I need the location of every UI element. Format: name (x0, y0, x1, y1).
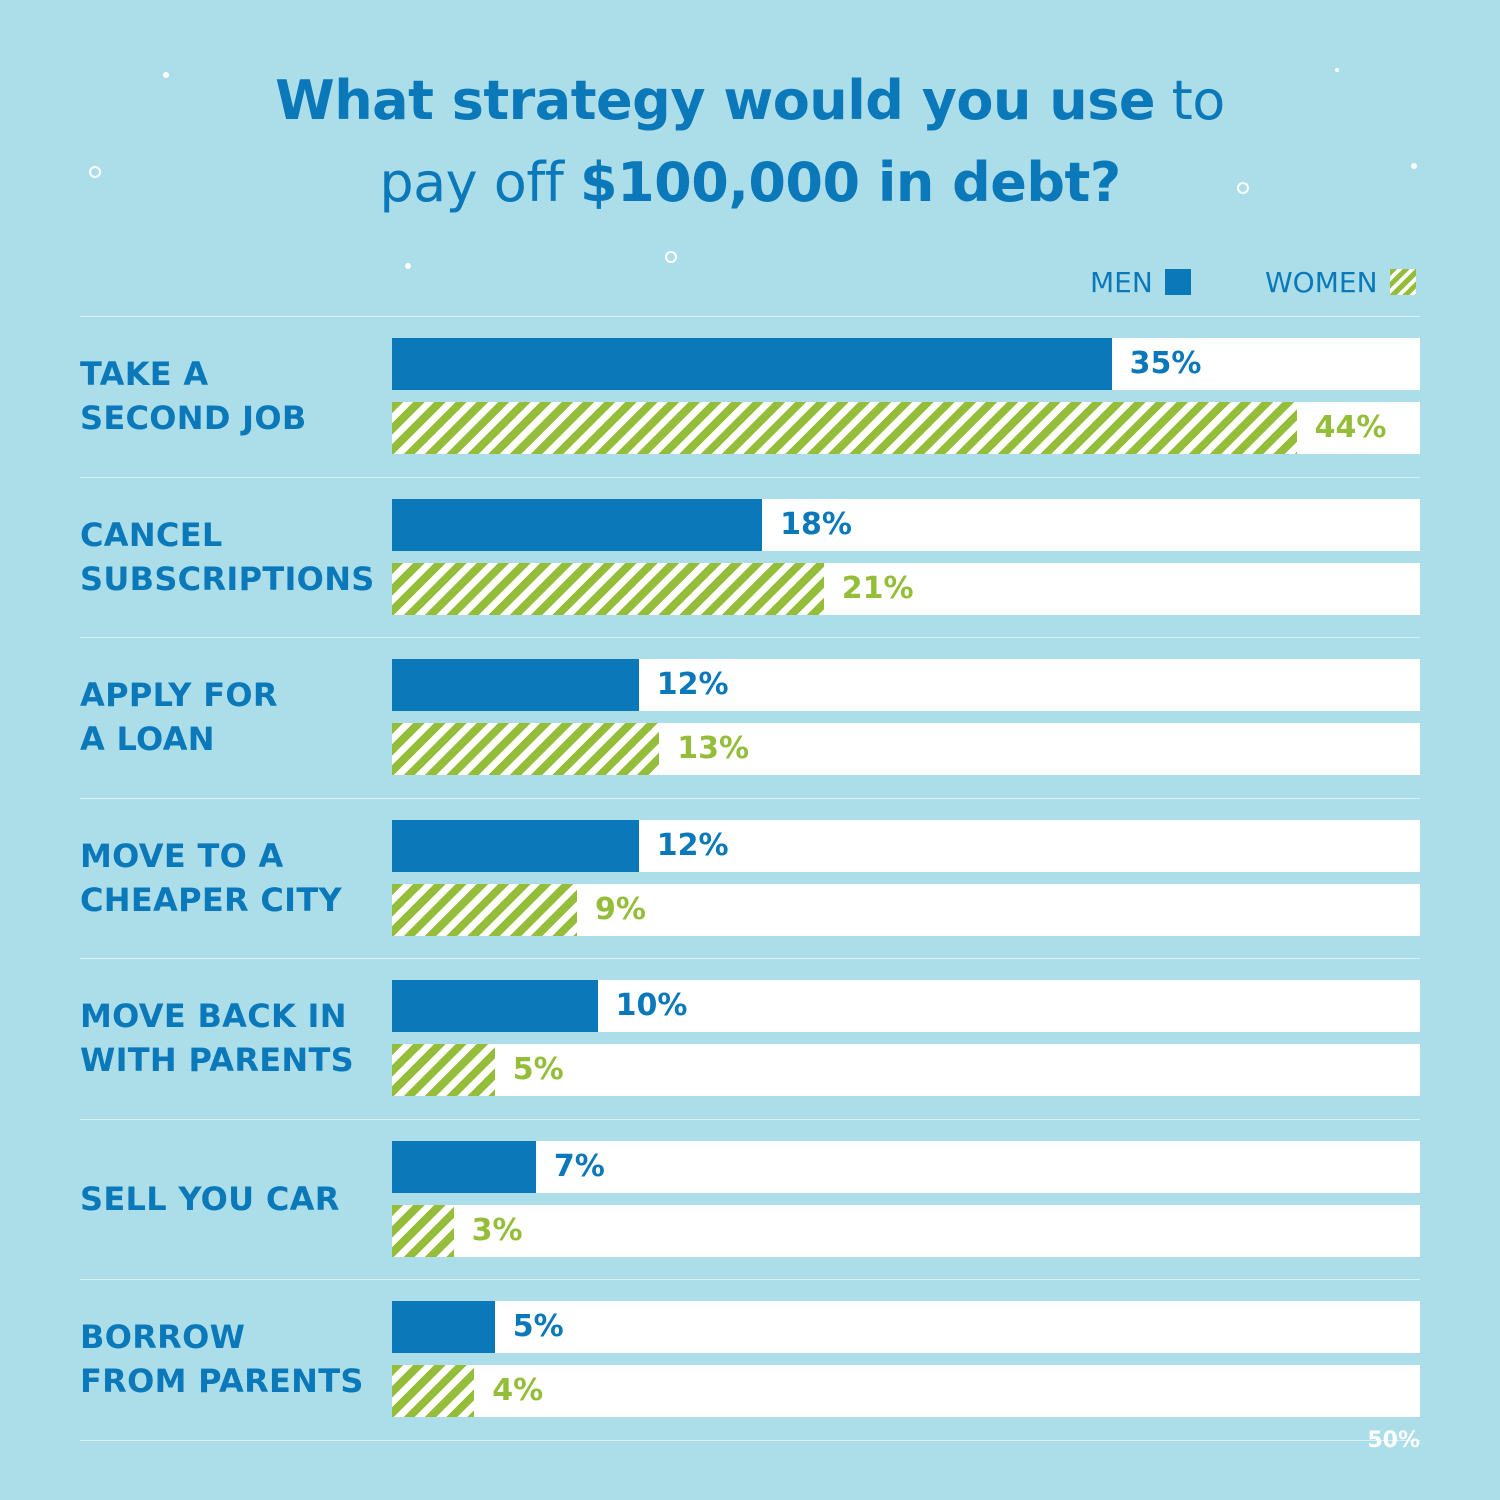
bar-track-men: 7% (392, 1141, 1420, 1193)
bar-men (392, 338, 1112, 390)
bar-track-women: 9% (392, 884, 1420, 936)
bar-women (392, 723, 660, 775)
value-label-women: 4% (492, 1373, 544, 1408)
title-part1-bold: What strategy would you use (275, 69, 1155, 132)
title-part1-thin: to (1154, 69, 1226, 132)
legend-women: WOMEN (1265, 262, 1416, 302)
bar-men (392, 980, 598, 1032)
value-label-women: 3% (471, 1213, 523, 1248)
bar-track-women: 21% (392, 563, 1420, 615)
decorative-ring (89, 166, 101, 178)
bar-women (392, 402, 1297, 454)
bar-track-men: 12% (392, 659, 1420, 711)
bottom-divider (80, 1440, 1420, 1441)
bar-track-men: 10% (392, 980, 1420, 1032)
title-part2-bold: $100,000 in debt? (580, 151, 1121, 214)
value-label-men: 5% (512, 1309, 564, 1344)
legend-women-label: WOMEN (1265, 265, 1378, 299)
value-label-men: 7% (553, 1149, 605, 1184)
bar-track-men: 5% (392, 1301, 1420, 1353)
bar-women (392, 1205, 454, 1257)
decorative-ring (1237, 182, 1249, 194)
decorative-star (1411, 163, 1417, 169)
row-divider (80, 798, 1420, 799)
chart-title: What strategy would you use to pay off $… (0, 60, 1500, 224)
bar-women (392, 563, 824, 615)
value-label-women: 5% (512, 1052, 564, 1087)
legend-men-swatch (1164, 269, 1191, 295)
bar-track-men: 18% (392, 499, 1420, 551)
legend-men: MEN (1090, 262, 1191, 302)
category-label: MOVE BACK IN WITH PARENTS (80, 997, 354, 1079)
value-label-women: 9% (595, 892, 646, 927)
value-label-women: 21% (841, 571, 914, 606)
row-divider (80, 477, 1420, 478)
bar-track-men: 35% (392, 338, 1420, 390)
decorative-star (1335, 68, 1339, 72)
bar-women (392, 884, 578, 936)
value-label-men: 10% (615, 988, 688, 1023)
bar-track-women: 3% (392, 1205, 1420, 1257)
decorative-star (405, 263, 411, 269)
value-label-men: 12% (656, 667, 729, 702)
bar-track-women: 4% (392, 1365, 1420, 1417)
row-divider (80, 316, 1420, 317)
bar-track-women: 44% (392, 402, 1420, 454)
bar-men (392, 1141, 536, 1193)
value-label-men: 12% (656, 828, 729, 863)
value-label-women: 44% (1314, 410, 1387, 445)
legend-women-swatch (1389, 269, 1416, 295)
bar-men (392, 820, 639, 872)
bar-track-women: 13% (392, 723, 1420, 775)
bar-women (392, 1365, 475, 1417)
decorative-star (163, 72, 169, 78)
value-label-men: 18% (780, 507, 852, 542)
row-divider (80, 1119, 1420, 1120)
title-part2-thin: pay off (379, 151, 581, 214)
bar-track-women: 5% (392, 1044, 1420, 1096)
category-label: TAKE A SECOND JOB (80, 355, 307, 437)
legend-men-label: MEN (1090, 265, 1153, 299)
bar-track-men: 12% (392, 820, 1420, 872)
bar-women (392, 1044, 495, 1096)
category-label: SELL YOU CAR (80, 1180, 340, 1218)
bar-men (392, 1301, 495, 1353)
row-divider (80, 958, 1420, 959)
axis-max-label: 50% (1367, 1428, 1420, 1453)
value-label-women: 13% (677, 731, 750, 766)
value-label-men: 35% (1129, 346, 1202, 381)
row-divider (80, 1279, 1420, 1280)
category-label: BORROW FROM PARENTS (80, 1318, 364, 1400)
bar-men (392, 659, 639, 711)
bar-men (392, 499, 763, 551)
category-label: APPLY FOR A LOAN (80, 676, 278, 758)
row-divider (80, 637, 1420, 638)
category-label: CANCEL SUBSCRIPTIONS (80, 516, 375, 598)
category-label: MOVE TO A CHEAPER CITY (80, 837, 342, 919)
decorative-ring (665, 251, 677, 263)
